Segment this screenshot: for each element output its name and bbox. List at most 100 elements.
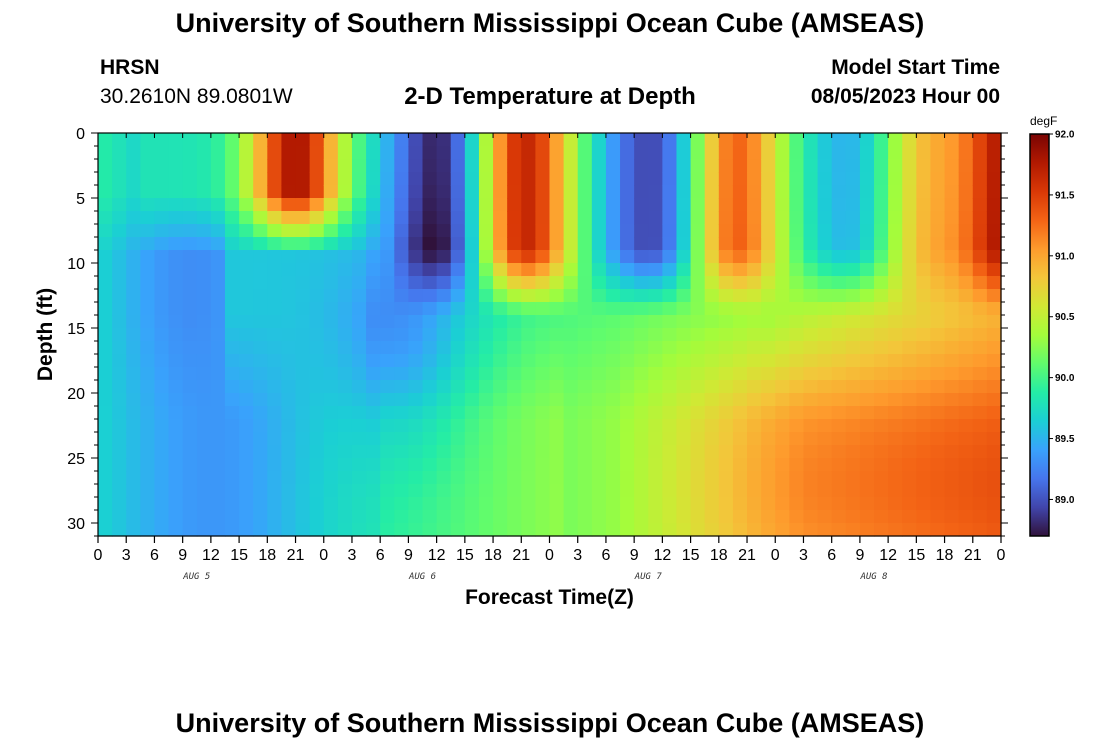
heatmap-cell: [859, 419, 875, 433]
heatmap-cell: [549, 159, 565, 173]
heatmap-cell: [563, 445, 579, 459]
heatmap-cell: [704, 276, 720, 290]
heatmap-cell: [662, 159, 678, 173]
heatmap-cell: [902, 146, 917, 160]
heatmap-cell: [986, 237, 1002, 251]
heatmap-cell: [295, 211, 311, 225]
heatmap-cell: [958, 471, 974, 485]
heatmap-cell: [126, 159, 141, 173]
heatmap-cell: [789, 302, 805, 316]
heatmap-cell: [478, 315, 494, 329]
heatmap-cell: [648, 497, 663, 511]
heatmap-cell: [140, 250, 156, 264]
heatmap-cell: [662, 211, 678, 225]
heatmap-cell: [634, 237, 649, 251]
heatmap-cell: [789, 185, 805, 199]
heatmap-cell: [803, 224, 819, 238]
heatmap-cell: [916, 159, 932, 173]
heatmap-cell: [521, 198, 536, 212]
heatmap-cell: [450, 146, 466, 160]
heatmap-cell: [436, 367, 452, 381]
heatmap-cell: [549, 198, 565, 212]
heatmap-cell: [323, 172, 339, 186]
heatmap-cell: [930, 172, 946, 186]
heatmap-cell: [732, 263, 748, 277]
heatmap-cell: [718, 419, 734, 433]
heatmap-cell: [874, 250, 889, 264]
heatmap-cell: [295, 341, 311, 355]
heatmap-cell: [493, 172, 508, 186]
heatmap-cell: [422, 224, 438, 238]
heatmap-cell: [366, 172, 381, 186]
heatmap-cell: [986, 393, 1002, 407]
heatmap-cell: [154, 315, 170, 329]
heatmap-cell: [747, 159, 762, 173]
heatmap-cell: [168, 458, 184, 472]
heatmap-cell: [789, 341, 805, 355]
heatmap-cell: [888, 185, 903, 199]
heatmap-cell: [351, 419, 367, 433]
heatmap-cell: [408, 393, 424, 407]
heatmap-cell: [210, 471, 226, 485]
heatmap-cell: [267, 224, 283, 238]
heatmap-cell: [281, 484, 297, 498]
heatmap-cell: [747, 250, 762, 264]
heatmap-cell: [789, 198, 805, 212]
heatmap-cell: [690, 263, 706, 277]
heatmap-cell: [394, 432, 410, 446]
heatmap-cell: [986, 419, 1002, 433]
heatmap-cell: [845, 146, 861, 160]
day-label: AUG 6: [408, 572, 436, 582]
heatmap-cell: [761, 445, 776, 459]
heatmap-cell: [182, 146, 198, 160]
heatmap-cell: [916, 471, 932, 485]
heatmap-cell: [394, 328, 410, 342]
heatmap-cell: [958, 211, 974, 225]
heatmap-cell: [648, 133, 663, 147]
heatmap-cell: [591, 133, 607, 147]
heatmap-cell: [478, 328, 494, 342]
heatmap-cell: [436, 146, 452, 160]
heatmap-cell: [634, 497, 649, 511]
heatmap-cell: [154, 276, 170, 290]
heatmap-cell: [859, 510, 875, 524]
heatmap-cell: [281, 250, 297, 264]
heatmap-cell: [775, 172, 790, 186]
heatmap-cell: [563, 185, 579, 199]
heatmap-cell: [253, 354, 268, 368]
heatmap-cell: [295, 263, 311, 277]
heatmap-cell: [549, 458, 565, 472]
heatmap-cell: [394, 276, 410, 290]
heatmap-cell: [380, 523, 395, 537]
heatmap-cell: [986, 354, 1002, 368]
heatmap-cell: [239, 146, 254, 160]
heatmap-cell: [577, 406, 593, 420]
heatmap-cell: [154, 237, 170, 251]
heatmap-cell: [295, 354, 311, 368]
heatmap-cell: [789, 484, 805, 498]
heatmap-cell: [507, 380, 522, 394]
heatmap-cell: [831, 263, 847, 277]
heatmap-cell: [295, 237, 311, 251]
heatmap-cell: [126, 354, 141, 368]
heatmap-cell: [380, 341, 395, 355]
heatmap-cell: [591, 445, 607, 459]
heatmap-cell: [549, 445, 565, 459]
heatmap-cell: [634, 393, 649, 407]
heatmap-cell: [224, 146, 240, 160]
heatmap-cell: [224, 224, 240, 238]
heatmap-cell: [154, 354, 170, 368]
heatmap-cell: [464, 302, 480, 316]
heatmap-cell: [210, 315, 226, 329]
y-axis-label: Depth (ft): [34, 288, 57, 381]
heatmap-cell: [591, 510, 607, 524]
heatmap-cell: [803, 172, 819, 186]
heatmap-cell: [309, 146, 325, 160]
heatmap-cell: [620, 146, 635, 160]
heatmap-cell: [380, 445, 395, 459]
heatmap-cell: [620, 458, 635, 472]
heatmap-cell: [605, 289, 621, 303]
heatmap-cell: [464, 523, 480, 537]
heatmap-cell: [210, 367, 226, 381]
heatmap-cell: [253, 250, 268, 264]
